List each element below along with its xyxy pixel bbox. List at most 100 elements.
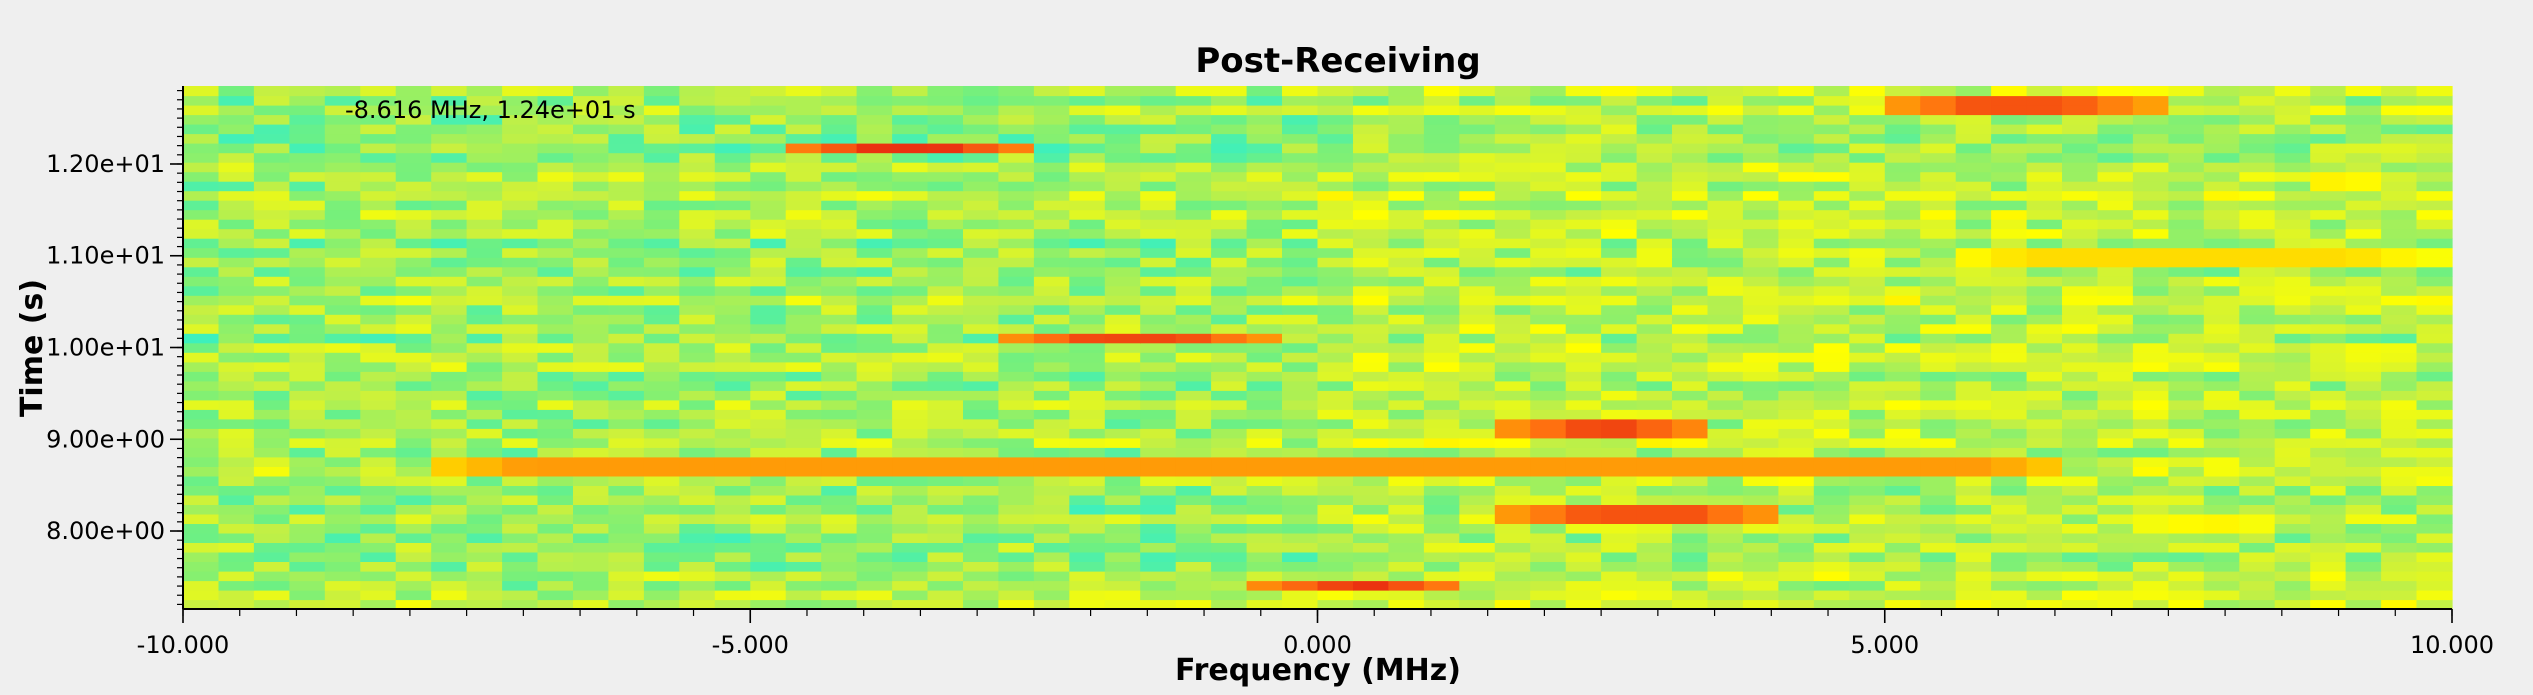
heatmap-cells[interactable] — [183, 86, 2453, 610]
heatmap-cell — [2274, 266, 2311, 277]
heatmap-cell — [1955, 447, 1992, 458]
heatmap-cell — [183, 181, 220, 192]
heatmap-cell — [2132, 200, 2169, 211]
heatmap-cell — [1955, 542, 1992, 553]
heatmap-cell — [289, 105, 326, 116]
heatmap-cell — [253, 361, 290, 372]
heatmap-cell — [1884, 437, 1921, 448]
heatmap-cell — [608, 504, 645, 515]
heatmap-cell — [1672, 409, 1709, 420]
heatmap-cell — [2239, 162, 2276, 173]
heatmap-cell — [1317, 314, 1354, 325]
heatmap-cell — [1175, 314, 1212, 325]
heatmap-cell — [1388, 247, 1425, 258]
heatmap-cell — [253, 523, 290, 534]
heatmap-cell — [1849, 523, 1886, 534]
heatmap-cell — [1707, 532, 1744, 543]
heatmap-cell — [2203, 475, 2240, 486]
heatmap-cell — [1033, 580, 1070, 591]
heatmap-cell — [1530, 485, 1567, 496]
heatmap-cell — [502, 105, 539, 116]
heatmap-cell — [892, 504, 929, 515]
heatmap-cell — [1282, 371, 1319, 382]
heatmap-cell — [183, 200, 220, 211]
heatmap-cell — [2203, 209, 2240, 220]
heatmap-cell — [1317, 295, 1354, 306]
heatmap-cell — [1282, 200, 1319, 211]
heatmap-cell — [2168, 390, 2205, 401]
heatmap-cell — [289, 342, 326, 353]
heatmap-cell — [1104, 266, 1141, 277]
heatmap-cell — [2168, 266, 2205, 277]
heatmap-cell — [998, 542, 1035, 553]
heatmap-cell — [466, 418, 503, 429]
heatmap-cell — [1920, 342, 1957, 353]
heatmap-cell — [2168, 437, 2205, 448]
heatmap-cell — [1211, 580, 1248, 591]
heatmap-cell — [1884, 143, 1921, 154]
heatmap-cell — [1459, 428, 1496, 439]
heatmap-cell — [1955, 437, 1992, 448]
heatmap-cell — [1211, 485, 1248, 496]
heatmap-cell — [1104, 551, 1141, 562]
heatmap-cell — [679, 513, 716, 524]
heatmap-cell — [1601, 276, 1638, 287]
heatmap-cell — [1920, 485, 1957, 496]
heatmap-cell — [1388, 304, 1425, 315]
heatmap-cell — [963, 143, 1000, 154]
heatmap-cell — [1530, 200, 1567, 211]
heatmap-cell — [1033, 513, 1070, 524]
heatmap-cell — [714, 228, 751, 239]
heatmap-cell — [2345, 590, 2382, 601]
heatmap-cell — [1104, 209, 1141, 220]
heatmap-cell — [1565, 285, 1602, 296]
heatmap-cell — [1282, 380, 1319, 391]
heatmap-cell — [1742, 485, 1779, 496]
heatmap-cell — [1884, 551, 1921, 562]
heatmap-cell — [1459, 276, 1496, 287]
heatmap-cell — [2381, 152, 2418, 163]
heatmap-cell — [1353, 285, 1390, 296]
heatmap-cell — [1991, 124, 2028, 135]
heatmap-cell — [1494, 266, 1531, 277]
heatmap-cell — [927, 590, 964, 601]
heatmap-cell — [998, 304, 1035, 315]
heatmap-cell — [1317, 504, 1354, 515]
heatmap-cell — [2168, 86, 2205, 97]
heatmap-cell — [1246, 466, 1283, 477]
heatmap-cell — [431, 228, 468, 239]
heatmap-cell — [395, 437, 432, 448]
heatmap-cell — [1707, 247, 1744, 258]
heatmap-cell — [395, 257, 432, 268]
heatmap-cell — [1459, 257, 1496, 268]
heatmap-cell — [1742, 371, 1779, 382]
heatmap-cell — [1742, 124, 1779, 135]
heatmap-cell — [2062, 504, 2099, 515]
heatmap-cell — [679, 124, 716, 135]
heatmap-cell — [1140, 418, 1177, 429]
heatmap-cell — [289, 390, 326, 401]
heatmap-cell — [395, 200, 432, 211]
heatmap-cell — [856, 162, 893, 173]
heatmap-cell — [2381, 209, 2418, 220]
heatmap-cell — [2026, 485, 2063, 496]
heatmap-cell — [537, 228, 574, 239]
heatmap-cell — [537, 523, 574, 534]
heatmap-cell — [253, 228, 290, 239]
heatmap-cell — [573, 523, 610, 534]
heatmap-cell — [1246, 418, 1283, 429]
heatmap-cell — [431, 409, 468, 420]
heatmap-cell — [1069, 352, 1106, 363]
heatmap-cell — [2026, 456, 2063, 467]
heatmap-cell — [1849, 333, 1886, 344]
heatmap-cell — [2132, 456, 2169, 467]
heatmap-cell — [2310, 380, 2347, 391]
heatmap-cell — [1813, 599, 1850, 610]
heatmap-cell — [1742, 390, 1779, 401]
heatmap-cell — [1813, 238, 1850, 249]
heatmap-cell — [785, 371, 822, 382]
heatmap-cell — [856, 428, 893, 439]
heatmap-cell — [821, 190, 858, 201]
heatmap-cell — [2381, 475, 2418, 486]
heatmap-cell — [750, 352, 787, 363]
